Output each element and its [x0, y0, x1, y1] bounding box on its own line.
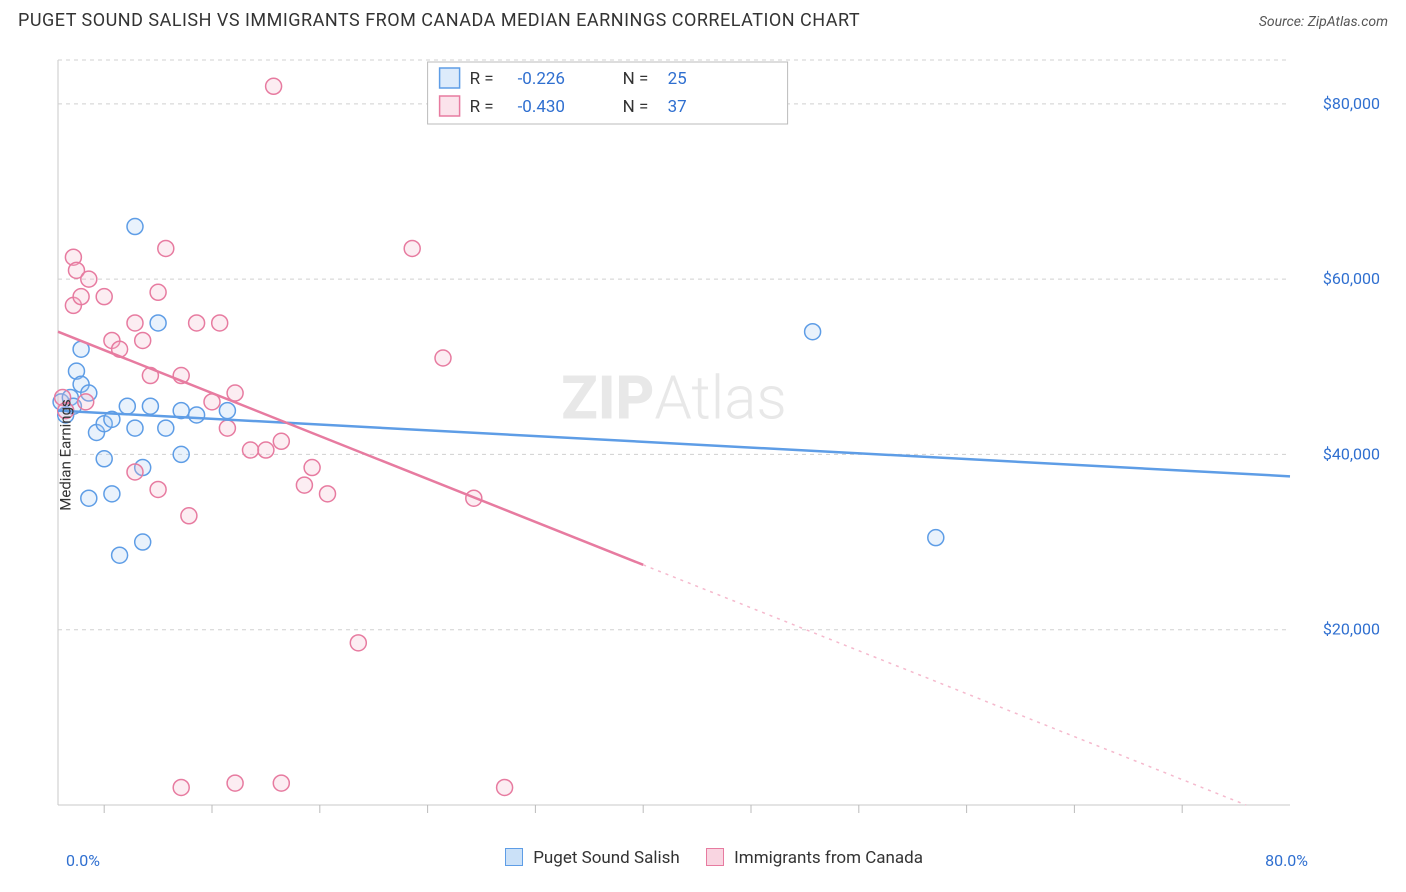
svg-text:ZIPAtlas: ZIPAtlas: [561, 363, 787, 434]
source-label: Source: ZipAtlas.com: [1259, 14, 1388, 30]
legend-label-1: Immigrants from Canada: [734, 848, 923, 868]
scatter-chart: $20,000 $40,000 $60,000 $80,000 ZIPAtlas R = -…: [18, 40, 1388, 835]
svg-text:R =: R =: [470, 97, 494, 117]
bottom-legend: Puget Sound Salish Immigrants from Canad…: [18, 848, 1388, 868]
svg-text:$80,000: $80,000: [1323, 94, 1380, 113]
chart-container: Median Earnings $20,000 $40,000 $60,000 $80…: [18, 40, 1388, 870]
legend-swatch-1: [706, 848, 724, 866]
svg-text:37: 37: [668, 97, 687, 117]
chart-title: PUGET SOUND SALISH VS IMMIGRANTS FROM CA…: [18, 10, 860, 31]
svg-text:25: 25: [668, 69, 687, 89]
legend-label-0: Puget Sound Salish: [533, 848, 680, 868]
svg-text:-0.430: -0.430: [518, 97, 565, 117]
svg-text:N =: N =: [623, 69, 649, 89]
legend-swatch-0: [505, 848, 523, 866]
svg-text:R =: R =: [470, 69, 494, 89]
svg-text:$40,000: $40,000: [1323, 444, 1380, 463]
svg-text:-0.226: -0.226: [518, 69, 565, 89]
svg-text:$60,000: $60,000: [1323, 269, 1380, 288]
y-axis-label: Median Earnings: [57, 399, 75, 510]
svg-text:N =: N =: [623, 97, 649, 117]
svg-text:$20,000: $20,000: [1323, 620, 1380, 639]
